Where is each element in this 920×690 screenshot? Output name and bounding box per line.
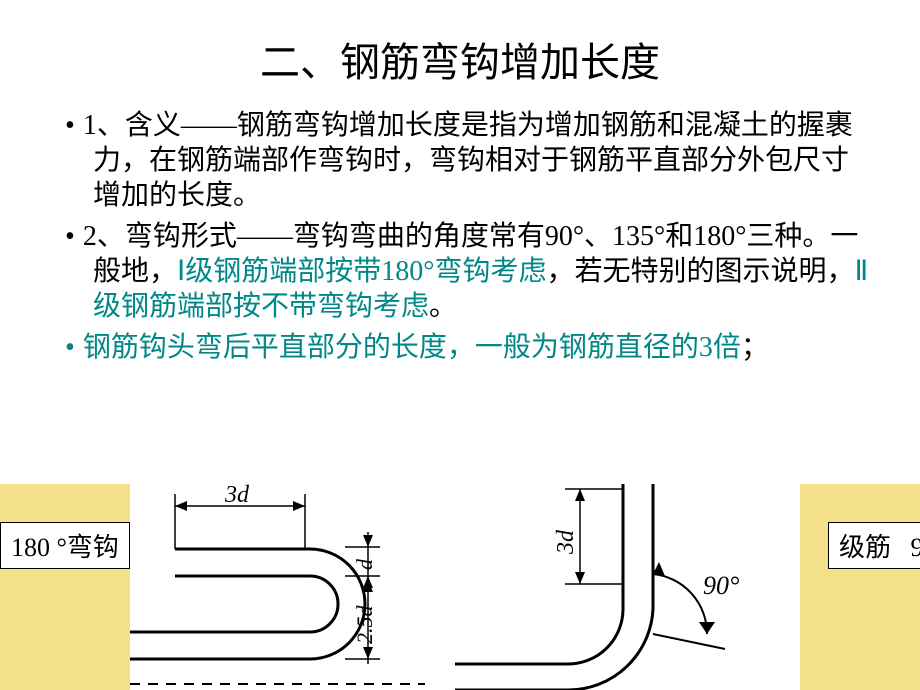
right-label-a: 级筋 [839, 533, 891, 562]
hook-90-diagram: 3d 90° [455, 484, 920, 690]
figure-left-label: 180 °弯钩 [0, 522, 130, 569]
content-area: •1、含义——钢筋弯钩增加长度是指为增加钢筋和混凝土的握裹力，在钢筋端部作弯钩时… [0, 108, 920, 365]
dim-3d-text: 3d [224, 484, 250, 508]
angle-90-text: 90° [703, 571, 739, 600]
hook-180-diagram: 3d d 2.5d [0, 484, 425, 690]
slide-title: 二、钢筋弯钩增加长度 [0, 0, 920, 108]
bullet-3: • 钢筋钩头弯后平直部分的长度，一般为钢筋直径的3倍； [65, 330, 875, 365]
figures-row: 180 °弯钩 3d [0, 484, 920, 690]
dim-25d-text: 2.5d [352, 605, 377, 645]
b2-prefix: 2、弯钩形式—— [83, 221, 293, 252]
bullet-2: •2、弯钩形式——弯钩弯曲的角度常有90°、135°和180°三种。一般地，Ⅰ级… [65, 219, 875, 324]
b1-prefix: 1、含义—— [83, 110, 237, 141]
b2-mid: ，若无特别的图示说明， [546, 256, 854, 287]
bullet-dot: • [65, 110, 75, 141]
b3-end: ； [741, 332, 769, 363]
dim-d-text: d [352, 558, 377, 570]
figure-right-panel: 级筋 9 3d 90° [455, 484, 920, 690]
figure-right-label: 级筋 9 [828, 522, 920, 569]
bullet-dot: • [65, 332, 75, 363]
b2-hl1: Ⅰ级钢筋端部按带180°弯钩考虑 [177, 256, 546, 287]
bullet-1: •1、含义——钢筋弯钩增加长度是指为增加钢筋和混凝土的握裹力，在钢筋端部作弯钩时… [65, 108, 875, 213]
bullet-dot: • [65, 221, 75, 252]
b3-hl: 钢筋钩头弯后平直部分的长度，一般为钢筋直径的3倍 [83, 332, 741, 363]
dim-3d-right: 3d [553, 529, 579, 555]
b2-end: 。 [429, 291, 457, 322]
right-label-b: 9 [911, 533, 920, 562]
figure-left-panel: 180 °弯钩 3d [0, 484, 425, 690]
